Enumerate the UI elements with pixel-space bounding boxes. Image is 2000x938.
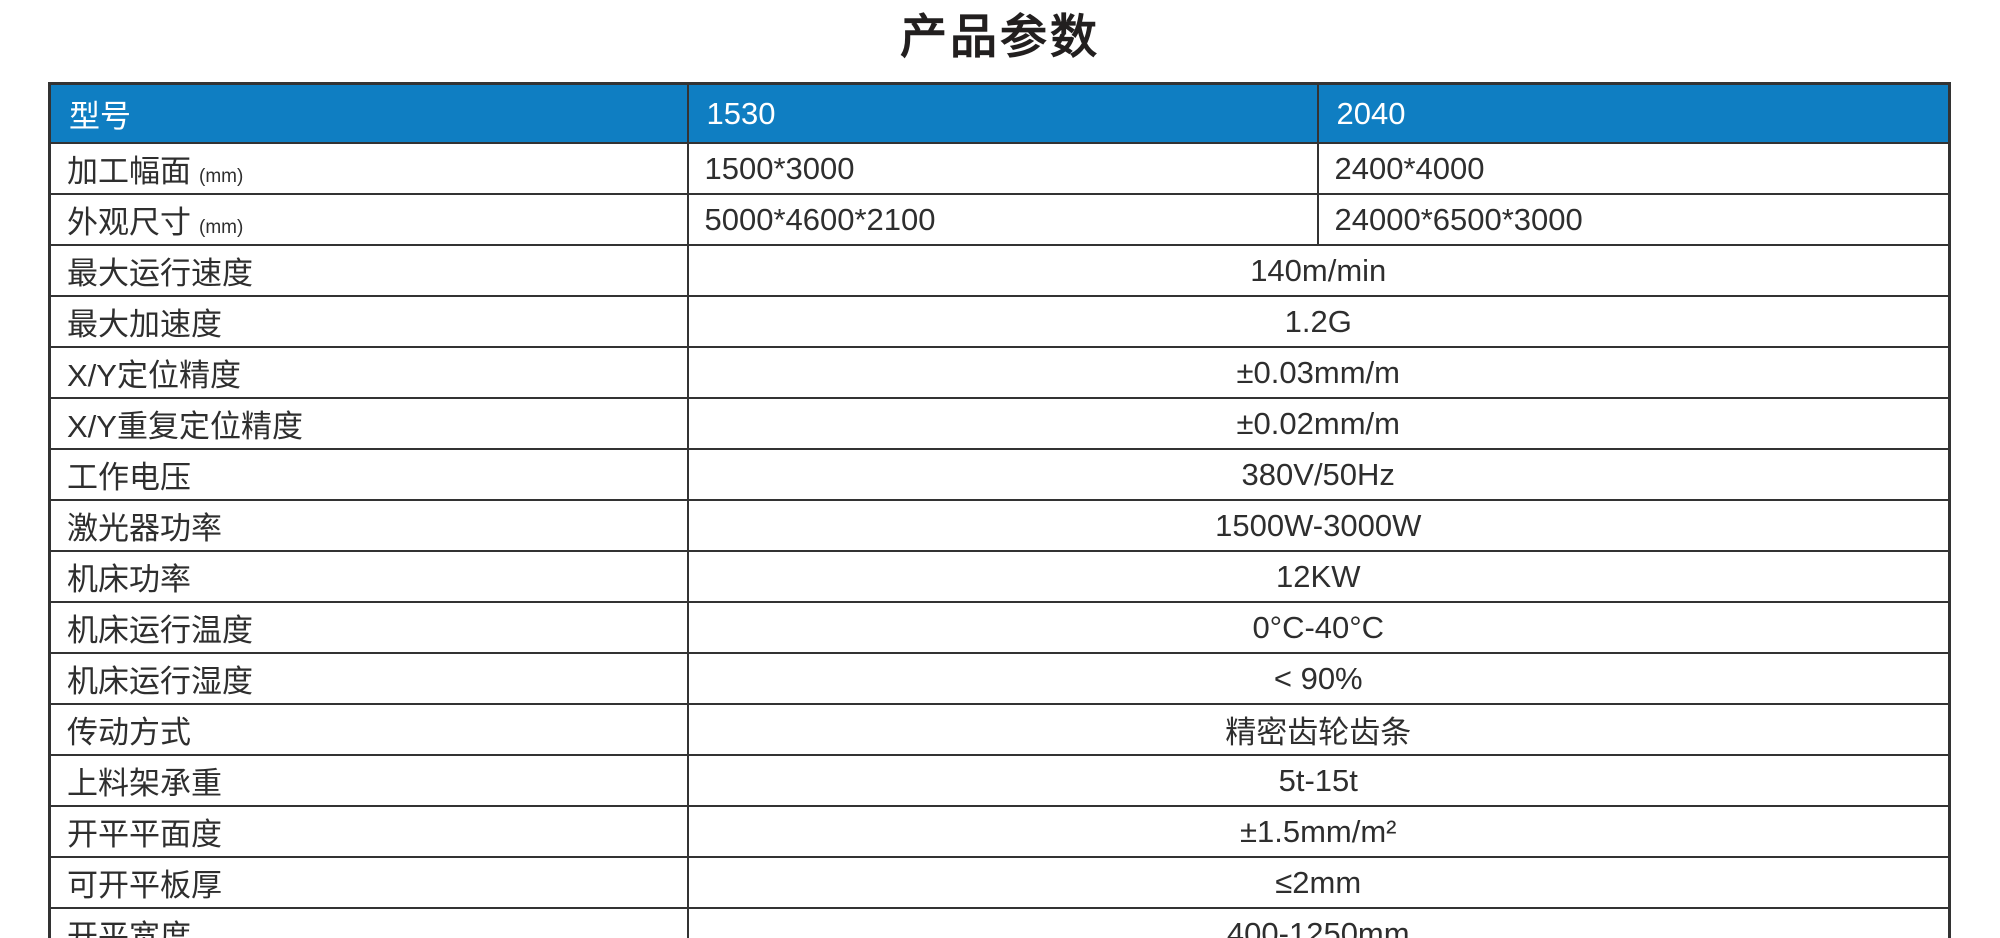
spec-name-cell: X/Y重复定位精度: [48, 397, 689, 450]
table-header-row: 型号 1530 2040: [48, 82, 1951, 144]
spec-value-cell: 12KW: [686, 550, 1951, 603]
spec-name-cell: 传动方式: [48, 703, 689, 756]
table-row-positioning-accuracy: X/Y定位精度 ±0.03mm/m: [48, 346, 1951, 399]
spec-value-cell: 380V/50Hz: [686, 448, 1951, 501]
header-model-label-cell: 型号: [48, 82, 689, 144]
spec-value-cell: 精密齿轮齿条: [686, 703, 1951, 756]
spec-name-cell: 最大运行速度: [48, 244, 689, 297]
spec-name-cell: 机床运行湿度: [48, 652, 689, 705]
spec-name-cell: 机床运行温度: [48, 601, 689, 654]
spec-name-cell: 上料架承重: [48, 754, 689, 807]
table-row-working-voltage: 工作电压 380V/50Hz: [48, 448, 1951, 501]
table-row-overall-size: 外观尺寸 (mm) 5000*4600*2100 24000*6500*3000: [48, 193, 1951, 246]
spec-value-cell: 1500W-3000W: [686, 499, 1951, 552]
header-model-1530-cell: 1530: [686, 82, 1319, 144]
table-row-leveling-plate-thickness: 可开平板厚 ≤2mm: [48, 856, 1951, 909]
spec-name-cell: 开平平面度: [48, 805, 689, 858]
page-title: 产品参数: [900, 10, 1100, 63]
spec-name-text: 加工幅面: [67, 154, 191, 189]
table-row-operating-temperature: 机床运行温度 0°C-40°C: [48, 601, 1951, 654]
spec-name-cell: X/Y定位精度: [48, 346, 689, 399]
table-row-max-speed: 最大运行速度 140m/min: [48, 244, 1951, 297]
spec-unit-text: (mm): [199, 166, 244, 187]
table-row-loading-rack-capacity: 上料架承重 5t-15t: [48, 754, 1951, 807]
spec-name-cell: 加工幅面 (mm): [48, 142, 689, 195]
spec-value-cell: 5t-15t: [686, 754, 1951, 807]
product-parameters-table: 型号 1530 2040 加工幅面 (mm) 1500*3000 2400*400…: [48, 82, 1951, 938]
spec-value-cell: ±0.02mm/m: [686, 397, 1951, 450]
spec-value-cell: ±1.5mm/m²: [686, 805, 1951, 858]
table-row-transmission-type: 传动方式 精密齿轮齿条: [48, 703, 1951, 756]
spec-value-cell: 0°C-40°C: [686, 601, 1951, 654]
spec-name-text: 外观尺寸: [67, 205, 191, 240]
spec-value-cell: 400-1250mm: [686, 907, 1951, 938]
table-row-laser-power: 激光器功率 1500W-3000W: [48, 499, 1951, 552]
table-row-repeat-positioning-accuracy: X/Y重复定位精度 ±0.02mm/m: [48, 397, 1951, 450]
spec-name-cell: 可开平板厚: [48, 856, 689, 909]
table-row-machine-power: 机床功率 12KW: [48, 550, 1951, 603]
spec-value-cell: ±0.03mm/m: [686, 346, 1951, 399]
table-row-operating-humidity: 机床运行湿度 < 90%: [48, 652, 1951, 705]
spec-value-cell: 140m/min: [686, 244, 1951, 297]
spec-value-cell: 1500*3000: [686, 142, 1319, 195]
spec-name-cell: 机床功率: [48, 550, 689, 603]
spec-name-cell: 最大加速度: [48, 295, 689, 348]
spec-value-cell: 1.2G: [686, 295, 1951, 348]
table-row-max-acceleration: 最大加速度 1.2G: [48, 295, 1951, 348]
table-row-working-area: 加工幅面 (mm) 1500*3000 2400*4000: [48, 142, 1951, 195]
header-model-2040-cell: 2040: [1316, 82, 1951, 144]
spec-value-cell: 24000*6500*3000: [1316, 193, 1951, 246]
spec-value-cell: ≤2mm: [686, 856, 1951, 909]
spec-value-cell: 2400*4000: [1316, 142, 1951, 195]
spec-value-cell: < 90%: [686, 652, 1951, 705]
spec-name-cell: 外观尺寸 (mm): [48, 193, 689, 246]
spec-name-cell: 工作电压: [48, 448, 689, 501]
spec-name-cell: 开平宽度: [48, 907, 689, 938]
spec-unit-text: (mm): [199, 217, 244, 238]
spec-value-cell: 5000*4600*2100: [686, 193, 1319, 246]
table-row-leveling-flatness: 开平平面度 ±1.5mm/m²: [48, 805, 1951, 858]
table-row-leveling-width: 开平宽度 400-1250mm: [48, 907, 1951, 938]
spec-name-cell: 激光器功率: [48, 499, 689, 552]
